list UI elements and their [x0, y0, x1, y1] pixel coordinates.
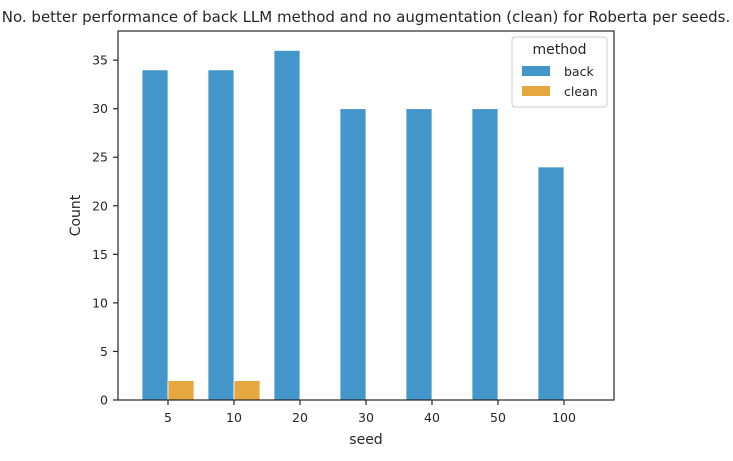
y-tick-label: 35 — [92, 53, 108, 68]
y-tick-label: 30 — [92, 101, 108, 116]
bar-clean-10 — [233, 380, 261, 401]
x-tick-label: 40 — [424, 410, 440, 425]
y-tick-label: 10 — [92, 295, 108, 310]
legend-label-clean: clean — [564, 84, 598, 99]
bar-back-30 — [339, 108, 367, 401]
legend-swatch-clean — [522, 86, 550, 96]
y-axis-label: Count — [68, 194, 84, 236]
legend-label-back: back — [564, 64, 594, 79]
legend: method back clean — [511, 36, 608, 108]
bar-back-40 — [405, 108, 433, 401]
legend-swatch-back — [522, 66, 550, 76]
y-tick-label: 0 — [100, 393, 108, 408]
bar-back-10 — [207, 69, 235, 401]
x-tick-label: 30 — [358, 410, 374, 425]
y-tick-label: 15 — [92, 247, 108, 262]
y-tick-label: 20 — [92, 198, 108, 213]
x-tick-label: 10 — [226, 410, 242, 425]
bar-clean-5 — [167, 380, 195, 401]
x-tick-label: 20 — [292, 410, 308, 425]
y-tick-label: 5 — [100, 344, 108, 359]
bar-back-5 — [141, 69, 169, 401]
x-tick-label: 50 — [490, 410, 506, 425]
x-tick-label: 5 — [164, 410, 172, 425]
bar-back-20 — [273, 50, 301, 401]
bar-back-100 — [537, 166, 565, 401]
bar-back-50 — [471, 108, 499, 401]
chart-title: No. better performance of back LLM metho… — [2, 8, 730, 26]
x-axis-label: seed — [349, 432, 382, 448]
legend-title: method — [532, 42, 586, 58]
y-tick-label: 25 — [92, 150, 108, 165]
x-tick-label: 100 — [552, 410, 576, 425]
